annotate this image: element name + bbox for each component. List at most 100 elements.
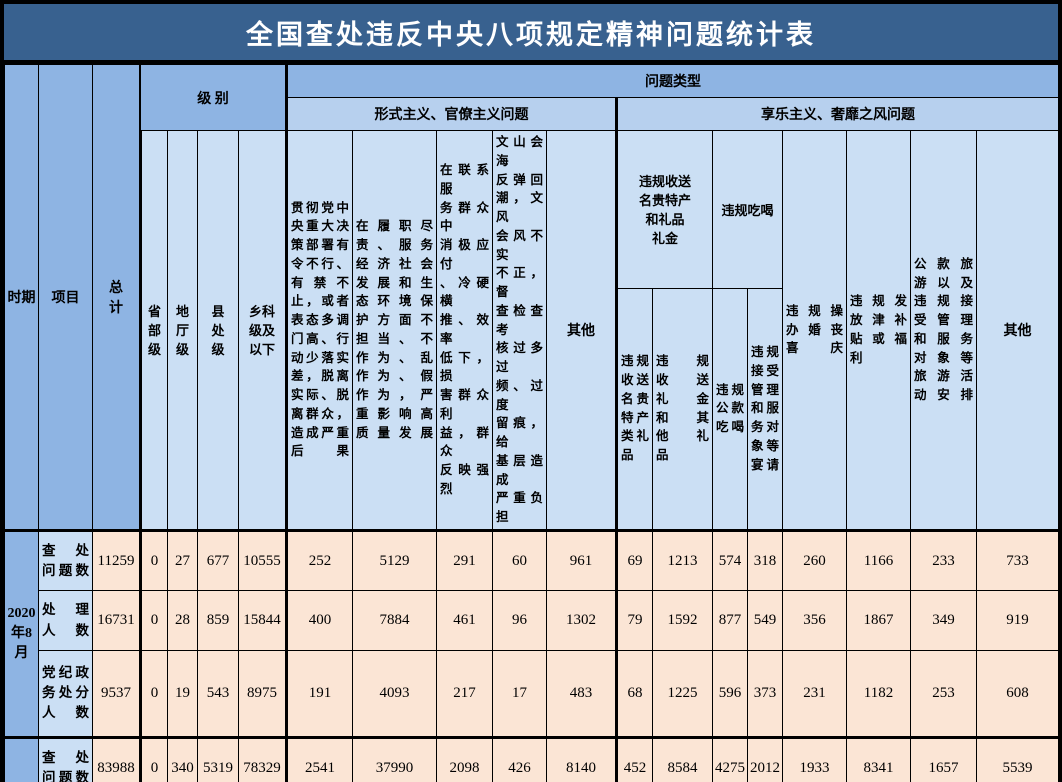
- value-cell: 19: [167, 649, 198, 738]
- value-cell: 574: [712, 528, 748, 592]
- value-cell: 0: [139, 590, 168, 651]
- table-row: 党纪政 务处分 人数 9537 0 19 543 8975 191 4093 2…: [5, 649, 1060, 738]
- col-header-weddings-funerals: 违规操 办婚丧 喜庆: [782, 130, 847, 531]
- value-cell: 27: [167, 528, 198, 592]
- value-cell: 4275: [712, 735, 748, 782]
- row-label-disciplined: 党纪政 务处分 人数: [38, 649, 93, 738]
- col-header-level-prefecture: 地 厅 级: [167, 130, 198, 531]
- value-cell: 260: [782, 528, 847, 592]
- value-cell: 1166: [846, 528, 911, 592]
- value-cell: 340: [167, 735, 198, 782]
- col-header-serving-masses: 在联系服 务群众中 消极应付 、冷硬横 推、效率 低下，损 害群众利 益，群众 …: [436, 130, 493, 531]
- value-cell: 79: [615, 590, 653, 651]
- period-label-since-2020: 2020 年以 来: [4, 735, 39, 782]
- period-label-aug-2020: 2020 年8 月: [4, 528, 39, 738]
- value-cell: 253: [910, 649, 977, 738]
- col-group-gifts: 违规收送 名贵特产 和礼品 礼金: [615, 130, 713, 289]
- value-cell: 919: [975, 590, 1060, 651]
- value-cell: 233: [910, 528, 977, 592]
- value-cell: 5539: [975, 735, 1060, 782]
- value-cell: 318: [747, 528, 783, 592]
- value-cell: 17: [492, 649, 547, 738]
- value-cell: 677: [197, 528, 239, 592]
- value-cell: 1867: [846, 590, 911, 651]
- value-cell: 452: [615, 735, 653, 782]
- band-hedonism: 享乐主义、奢靡之风问题: [614, 97, 1060, 131]
- page-title: 全国查处违反中央八项规定精神问题统计表: [246, 19, 816, 50]
- value-cell: 231: [782, 649, 847, 738]
- value-cell: 78329: [238, 735, 287, 782]
- table-row: 2020 年8 月 查处 问题数 11259 0 27 677 10555 25…: [4, 528, 1060, 738]
- value-cell: 10555: [238, 528, 287, 592]
- col-header-meetings-documents: 文山会海 反弹回 潮，文风 会风不实 不正，督 查检查考 核过多过 频、过度 留…: [492, 130, 547, 531]
- value-cell: 426: [492, 735, 547, 782]
- col-header-level-province: 省 部 级: [139, 130, 168, 531]
- value-cell: 83988: [92, 735, 141, 782]
- value-cell: 217: [436, 649, 493, 738]
- row-label-people-handled: 处理 人数: [38, 590, 93, 651]
- col-header-cash-gifts: 违规 收送 礼金 和其 他礼 品: [652, 287, 713, 531]
- col-header-period: 时期: [4, 64, 39, 531]
- value-cell: 5319: [197, 735, 239, 782]
- value-cell: 1302: [546, 590, 617, 651]
- value-cell: 4093: [352, 649, 437, 738]
- value-cell: 2541: [285, 735, 353, 782]
- value-cell: 8584: [652, 735, 713, 782]
- value-cell: 7884: [352, 590, 437, 651]
- col-header-policy-implementation: 贯彻党中 央重大决 策部署有 令不行、 有禁不 止，或者 表态多调 门高、行 动…: [285, 130, 353, 531]
- col-header-hedonism-other: 其他: [975, 130, 1060, 531]
- table-row: 2020 年以 来 查处 问题数 83988 0 340 5319 78329 …: [4, 735, 1060, 782]
- value-cell: 0: [139, 528, 168, 592]
- row-label-problems-found: 查处 问题数: [38, 528, 93, 592]
- value-cell: 373: [747, 649, 783, 738]
- value-cell: 461: [436, 590, 493, 651]
- value-cell: 15844: [238, 590, 287, 651]
- value-cell: 28: [167, 590, 198, 651]
- col-group-problem-type: 问题类型: [284, 64, 1060, 98]
- value-cell: 859: [197, 590, 239, 651]
- value-cell: 96: [492, 590, 547, 651]
- value-cell: 68: [615, 649, 653, 738]
- col-header-formalism-other: 其他: [546, 130, 617, 531]
- value-cell: 16731: [92, 590, 141, 651]
- value-cell: 400: [285, 590, 353, 651]
- value-cell: 2012: [747, 735, 783, 782]
- value-cell: 596: [712, 649, 748, 738]
- col-header-public-funded-travel: 公款旅 游以及 违规接 受管理 和服务 对象等 旅游活 动安排: [910, 130, 977, 531]
- col-header-duty-performance: 在履职尽 责、服务 经济社会 发展和生 态环境保 护方面不 担当、不 作为、乱 …: [352, 130, 437, 531]
- value-cell: 1182: [846, 649, 911, 738]
- value-cell: 8341: [846, 735, 911, 782]
- col-header-level-county: 县 处 级: [197, 130, 239, 531]
- value-cell: 9537: [92, 649, 141, 738]
- value-cell: 5129: [352, 528, 437, 592]
- table-row: 处理 人数 16731 0 28 859 15844 400 7884 461 …: [5, 590, 1060, 651]
- band-formalism: 形式主义、官僚主义问题: [285, 97, 617, 131]
- value-cell: 356: [782, 590, 847, 651]
- value-cell: 1213: [652, 528, 713, 592]
- value-cell: 60: [492, 528, 547, 592]
- value-cell: 1933: [782, 735, 847, 782]
- col-group-dining: 违规吃喝: [712, 130, 783, 289]
- title-bar: 全国查处违反中央八项规定精神问题统计表: [4, 4, 1058, 64]
- value-cell: 608: [975, 649, 1060, 738]
- value-cell: 1225: [652, 649, 713, 738]
- value-cell: 0: [139, 735, 168, 782]
- value-cell: 877: [712, 590, 748, 651]
- value-cell: 483: [546, 649, 617, 738]
- value-cell: 69: [615, 528, 653, 592]
- col-header-level-township: 乡科 级及 以下: [238, 130, 287, 531]
- value-cell: 543: [197, 649, 239, 738]
- value-cell: 1657: [910, 735, 977, 782]
- col-group-level: 级 别: [140, 64, 287, 131]
- value-cell: 8140: [546, 735, 617, 782]
- value-cell: 8975: [238, 649, 287, 738]
- col-header-public-funded-dining: 违规 公款 吃喝: [712, 287, 748, 531]
- value-cell: 2098: [436, 735, 493, 782]
- col-header-total: 总 计: [92, 64, 141, 531]
- row-label-problems-found: 查处 问题数: [38, 735, 93, 782]
- col-header-item: 项目: [38, 64, 93, 531]
- statistics-table: 时期 项目 总 计 级 别 问题类型 形式主义、官僚主义问题 享乐主义、奢靡之风…: [4, 64, 1060, 782]
- value-cell: 191: [285, 649, 353, 738]
- col-header-specialty-gifts: 违规 收送 名贵 特产 类礼 品: [615, 287, 653, 531]
